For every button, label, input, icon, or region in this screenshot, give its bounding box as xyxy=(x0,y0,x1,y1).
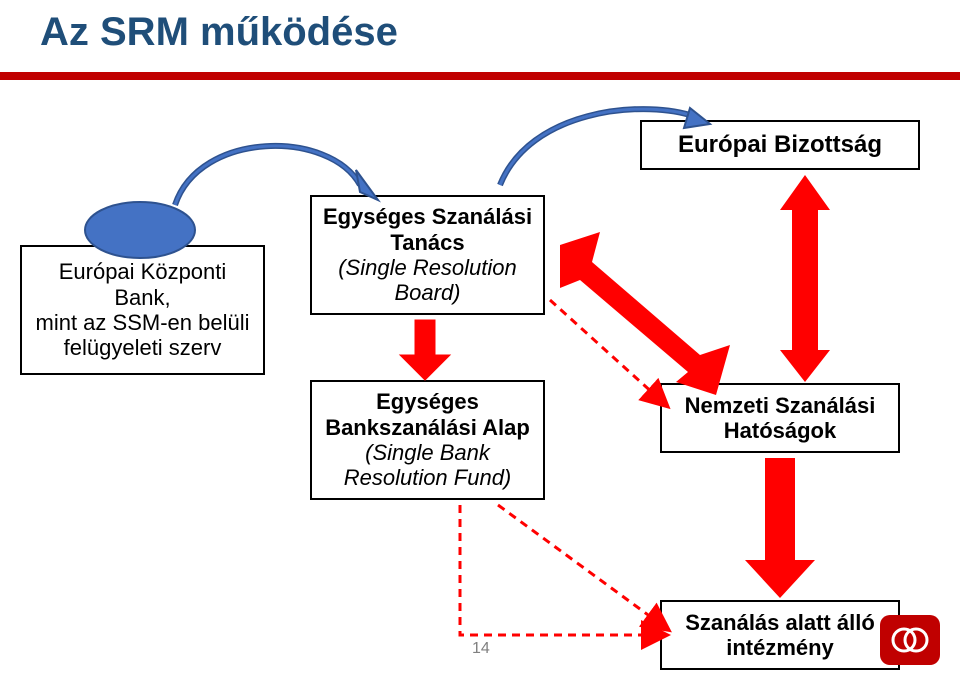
arrows-layer xyxy=(0,0,960,684)
arrow-commission-national-double xyxy=(780,175,830,382)
dashed-arrow-fund-to-institution-step xyxy=(460,505,650,635)
logo xyxy=(880,615,940,665)
dashed-arrow-fund-to-institution-diag xyxy=(498,505,655,620)
arrow-srb-national-double xyxy=(560,232,730,395)
curved-arrow-srb-to-commission xyxy=(500,108,710,185)
page-number-text: 14 xyxy=(472,640,490,657)
logo-icon xyxy=(890,625,930,655)
page-number: 14 xyxy=(472,640,490,658)
ecb-ellipse xyxy=(85,202,195,258)
arrow-srb-to-fund xyxy=(400,320,450,380)
curved-arrow-ecb-to-srb xyxy=(175,146,378,205)
arrow-national-to-institution xyxy=(745,458,815,598)
